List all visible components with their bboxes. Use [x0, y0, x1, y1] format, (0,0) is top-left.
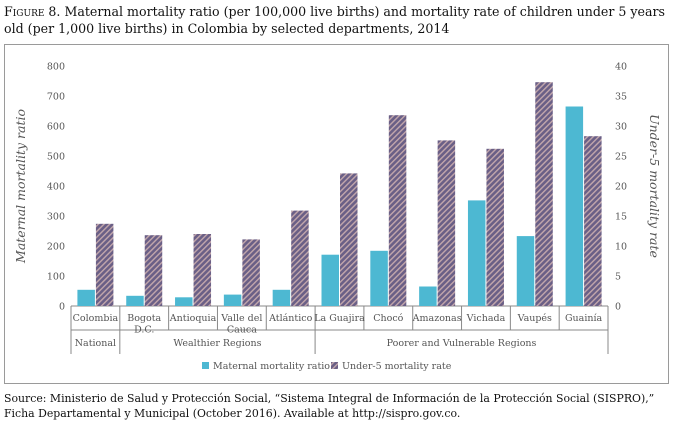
y2-tick-label: 30 — [615, 122, 627, 133]
y2-tick-label: 5 — [615, 272, 621, 283]
bar-maternal-mortality — [565, 106, 584, 306]
y-tick-label: 200 — [47, 242, 65, 253]
bar-maternal-mortality — [467, 200, 486, 306]
bar-under5-mortality — [535, 82, 553, 306]
x-tick-label: Amazonas — [412, 313, 462, 324]
chart: 0 100 200 300 400 500 600 700 800 0 5 10 15 20 25 30 35 4… — [13, 62, 662, 373]
bar-under5-mortality — [144, 235, 163, 306]
y-tick-label: 800 — [47, 62, 65, 73]
y-axis-title: Maternal mortality ratio — [13, 109, 28, 264]
bar-under5-mortality — [291, 210, 309, 306]
bar-maternal-mortality — [175, 297, 193, 306]
legend-swatch-under5 — [331, 362, 338, 369]
figure-title-text: Maternal mortality ratio (per 100,000 li… — [4, 4, 665, 36]
x-tick-label: Colombia — [73, 313, 119, 324]
bar-maternal-mortality — [516, 236, 535, 306]
group-label: Wealthier Regions — [173, 338, 261, 349]
chart-frame: 0 100 200 300 400 500 600 700 800 0 5 10 15 20 25 30 35 4… — [4, 44, 669, 384]
bar-maternal-mortality — [272, 289, 291, 306]
x-tick-label: Chocó — [373, 313, 403, 324]
bar-under5-mortality — [95, 223, 114, 306]
y2-axis-title: Under-5 mortality rate — [647, 114, 662, 258]
y2-tick-label: 10 — [615, 242, 627, 253]
bar-under5-mortality — [340, 173, 358, 306]
y-tick-label: 300 — [47, 212, 65, 223]
bar-under5-mortality — [486, 148, 504, 306]
bar-maternal-mortality — [419, 286, 437, 306]
y-tick-label: 100 — [47, 272, 65, 283]
group-label: Poorer and Vulnerable Regions — [387, 338, 537, 349]
x-tick-label: Vaupés — [517, 313, 552, 324]
bar-under5-mortality — [388, 115, 407, 306]
legend-label-under5: Under-5 mortality rate — [342, 361, 452, 372]
bar-under5-mortality — [242, 239, 260, 306]
y2-tick-label: 15 — [615, 212, 627, 223]
x-tick-label: La Guajira — [314, 313, 365, 324]
bar-maternal-mortality — [321, 254, 339, 306]
x-tick-label: Antioquia — [169, 313, 217, 324]
x-tick-label: Bogota D.C. — [127, 313, 161, 336]
bar-under5-mortality — [584, 136, 602, 306]
legend-swatch-maternal — [202, 362, 209, 369]
x-tick-label: Vichada — [466, 313, 506, 324]
bar-under5-mortality — [437, 140, 456, 306]
x-tick-label: Guainía — [565, 313, 603, 324]
y-tick-label: 0 — [59, 302, 65, 313]
bar-maternal-mortality — [370, 250, 388, 306]
y2-tick-label: 40 — [615, 62, 627, 73]
y2-tick-label: 0 — [615, 302, 621, 313]
y2-tick-label: 25 — [615, 152, 627, 163]
bar-maternal-mortality — [223, 294, 242, 306]
y-tick-label: 400 — [47, 182, 65, 193]
y-tick-label: 700 — [47, 92, 65, 103]
legend-label-maternal: Maternal mortality ratio — [213, 361, 330, 372]
y-tick-label: 600 — [47, 122, 65, 133]
y2-tick-label: 35 — [615, 92, 627, 103]
figure-title: Figure 8. Maternal mortality ratio (per … — [4, 3, 674, 37]
source-note: Source: Ministerio de Salud y Protección… — [4, 392, 655, 420]
y2-tick-label: 20 — [615, 182, 627, 193]
bar-maternal-mortality — [126, 295, 144, 306]
group-label: National — [75, 338, 116, 349]
bar-under5-mortality — [193, 234, 212, 306]
x-tick-label: Atlántico — [268, 313, 313, 324]
figure-label: Figure 8. — [4, 4, 61, 19]
x-tick-label: Valle del Cauca — [220, 313, 262, 336]
bar-maternal-mortality — [77, 289, 95, 306]
y-tick-label: 500 — [47, 152, 65, 163]
